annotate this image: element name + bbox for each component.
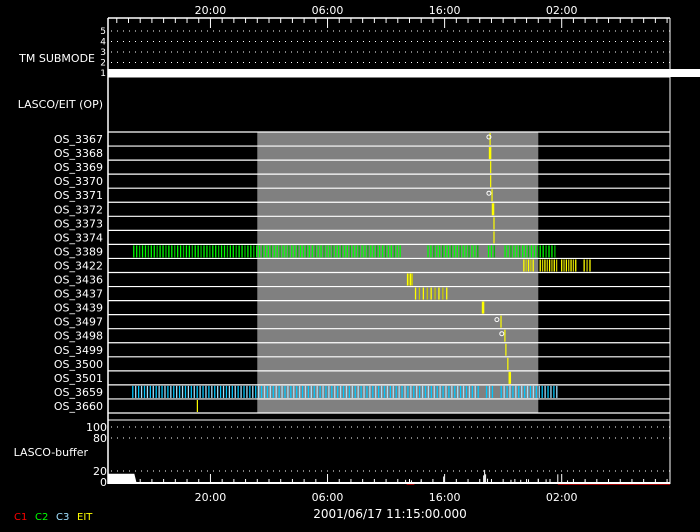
row-label-os_3372: OS_3372	[54, 203, 103, 216]
buffer-label: LASCO-buffer	[14, 446, 89, 459]
row-label-os_3389: OS_3389	[54, 245, 103, 258]
row-label-os_3659: OS_3659	[54, 386, 103, 399]
buffer-fill-area	[108, 473, 137, 482]
row-label-os_3497: OS_3497	[54, 316, 103, 329]
row-label-os_3367: OS_3367	[54, 133, 103, 146]
tm-level-label: 1	[100, 69, 106, 79]
circle-marker	[494, 317, 500, 323]
top-time-tick-label: 02:00	[546, 4, 578, 17]
row-label-os_3374: OS_3374	[54, 231, 103, 244]
row-label-os_3369: OS_3369	[54, 161, 103, 174]
chart-title-date: 2001/06/17 11:15:00.000	[313, 507, 467, 521]
buffer-ytick-label: 20	[93, 465, 107, 478]
bottom-time-tick-label: 06:00	[312, 491, 344, 504]
circle-marker	[486, 190, 492, 196]
buffer-ytick-label: 0	[100, 476, 107, 489]
tm-level-label: 3	[100, 48, 106, 58]
row-label-os_3373: OS_3373	[54, 217, 103, 230]
row-label-os_3498: OS_3498	[54, 330, 103, 343]
bottom-time-tick-label: 16:00	[429, 491, 461, 504]
top-time-tick-label: 06:00	[312, 4, 344, 17]
legend-c3: C3	[56, 512, 69, 523]
bottom-time-tick-label: 20:00	[195, 491, 227, 504]
legend-c1: C1	[14, 512, 27, 523]
bottom-time-tick-label: 02:00	[546, 491, 578, 504]
row-label-os_3660: OS_3660	[54, 400, 103, 413]
legend-c2: C2	[35, 512, 48, 523]
tm-level-label: 5	[100, 27, 106, 37]
row-label-os_3371: OS_3371	[54, 189, 103, 202]
row-label-os_3370: OS_3370	[54, 175, 103, 188]
row-label-os_3368: OS_3368	[54, 147, 103, 160]
op-panel-label: LASCO/EIT (OP)	[18, 98, 103, 111]
tm-level-label: 2	[100, 59, 106, 69]
buffer-ytick-label: 100	[86, 421, 107, 434]
row-label-os_3437: OS_3437	[54, 288, 103, 301]
tm-submode-label: TM SUBMODE	[18, 52, 95, 65]
row-label-os_3436: OS_3436	[54, 274, 103, 287]
top-time-tick-label: 20:00	[195, 4, 227, 17]
tm-submode-value-bar	[108, 69, 700, 77]
top-time-tick-label: 16:00	[429, 4, 461, 17]
legend-eit: EIT	[77, 512, 93, 523]
buffer-ytick-label: 80	[93, 432, 107, 445]
row-label-os_3439: OS_3439	[54, 302, 103, 315]
row-label-os_3500: OS_3500	[54, 358, 103, 371]
circle-marker	[499, 331, 505, 337]
circle-marker	[486, 134, 492, 140]
row-label-os_3501: OS_3501	[54, 372, 103, 385]
row-label-os_3422: OS_3422	[54, 259, 103, 272]
row-label-os_3499: OS_3499	[54, 344, 103, 357]
tm-level-label: 4	[100, 38, 106, 48]
